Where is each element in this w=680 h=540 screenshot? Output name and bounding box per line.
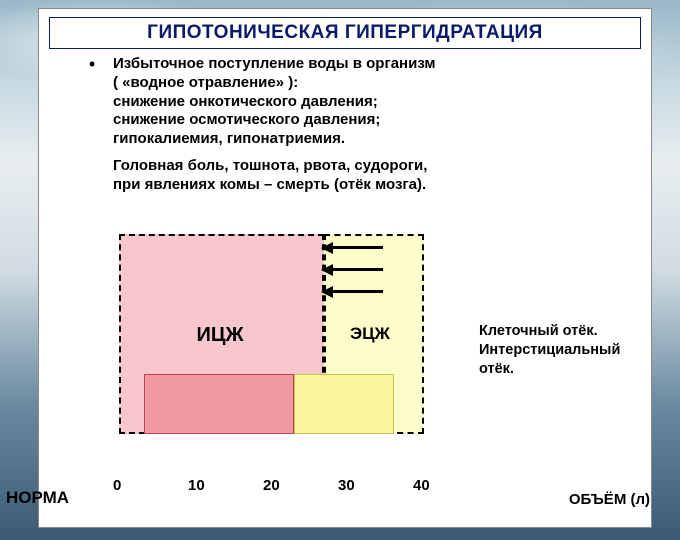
ecz-solid-box	[294, 374, 394, 434]
icz-solid-box	[144, 374, 294, 434]
side-text-line3: отёк.	[479, 361, 514, 377]
x-tick: 30	[338, 477, 355, 494]
side-text: Клеточный отёк. Интерстициальный отёк.	[479, 322, 620, 379]
x-tick: 10	[188, 477, 205, 494]
para2-line2: при явлениях комы – смерть (отёк мозга).	[113, 176, 426, 193]
axis-labels: 0 10 20 30 40	[89, 464, 631, 494]
ecz-label: ЭЦЖ	[350, 324, 390, 344]
bullet-line1: Избыточное поступление воды в организм	[113, 55, 436, 72]
para2-line1: Головная боль, тошнота, рвота, судороги,	[113, 157, 427, 174]
content-panel: ГИПОТОНИЧЕСКАЯ ГИПЕРГИДРАТАЦИЯ • Избыточ…	[38, 8, 652, 528]
side-text-line2: Интерстициальный	[479, 342, 620, 358]
page-title: ГИПОТОНИЧЕСКАЯ ГИПЕРГИДРАТАЦИЯ	[56, 22, 634, 44]
bullet-line4: снижение осмотического давления;	[113, 111, 380, 128]
arrow-left-icon	[321, 286, 383, 288]
bullet-block: • Избыточное поступление воды в организм…	[89, 55, 621, 194]
second-paragraph: Головная боль, тошнота, рвота, судороги,…	[113, 157, 621, 195]
bullet-text: Избыточное поступление воды в организм (…	[113, 55, 436, 149]
x-tick: 40	[413, 477, 430, 494]
arrow-left-icon	[321, 242, 383, 244]
bullet-row: • Избыточное поступление воды в организм…	[89, 55, 621, 149]
chart-area: ИЦЖ ЭЦЖ Клеточный отёк. Интерстициальный…	[89, 234, 631, 454]
title-bar: ГИПОТОНИЧЕСКАЯ ГИПЕРГИДРАТАЦИЯ	[49, 17, 641, 49]
bullet-line5: гипокалиемия, гипонатриемия.	[113, 130, 345, 147]
bullet-line2: ( «водное отравление» ):	[113, 74, 298, 91]
x-axis-title: ОБЪЁМ (л)	[569, 491, 650, 508]
x-tick: 0	[113, 477, 121, 494]
bullet-dot-icon: •	[89, 55, 113, 149]
side-text-line1: Клеточный отёк.	[479, 323, 598, 339]
bullet-line3: снижение онкотического давления;	[113, 93, 378, 110]
norma-label: НОРМА	[6, 488, 69, 508]
arrow-left-icon	[321, 264, 383, 266]
icz-label: ИЦЖ	[197, 324, 244, 347]
x-tick: 20	[263, 477, 280, 494]
